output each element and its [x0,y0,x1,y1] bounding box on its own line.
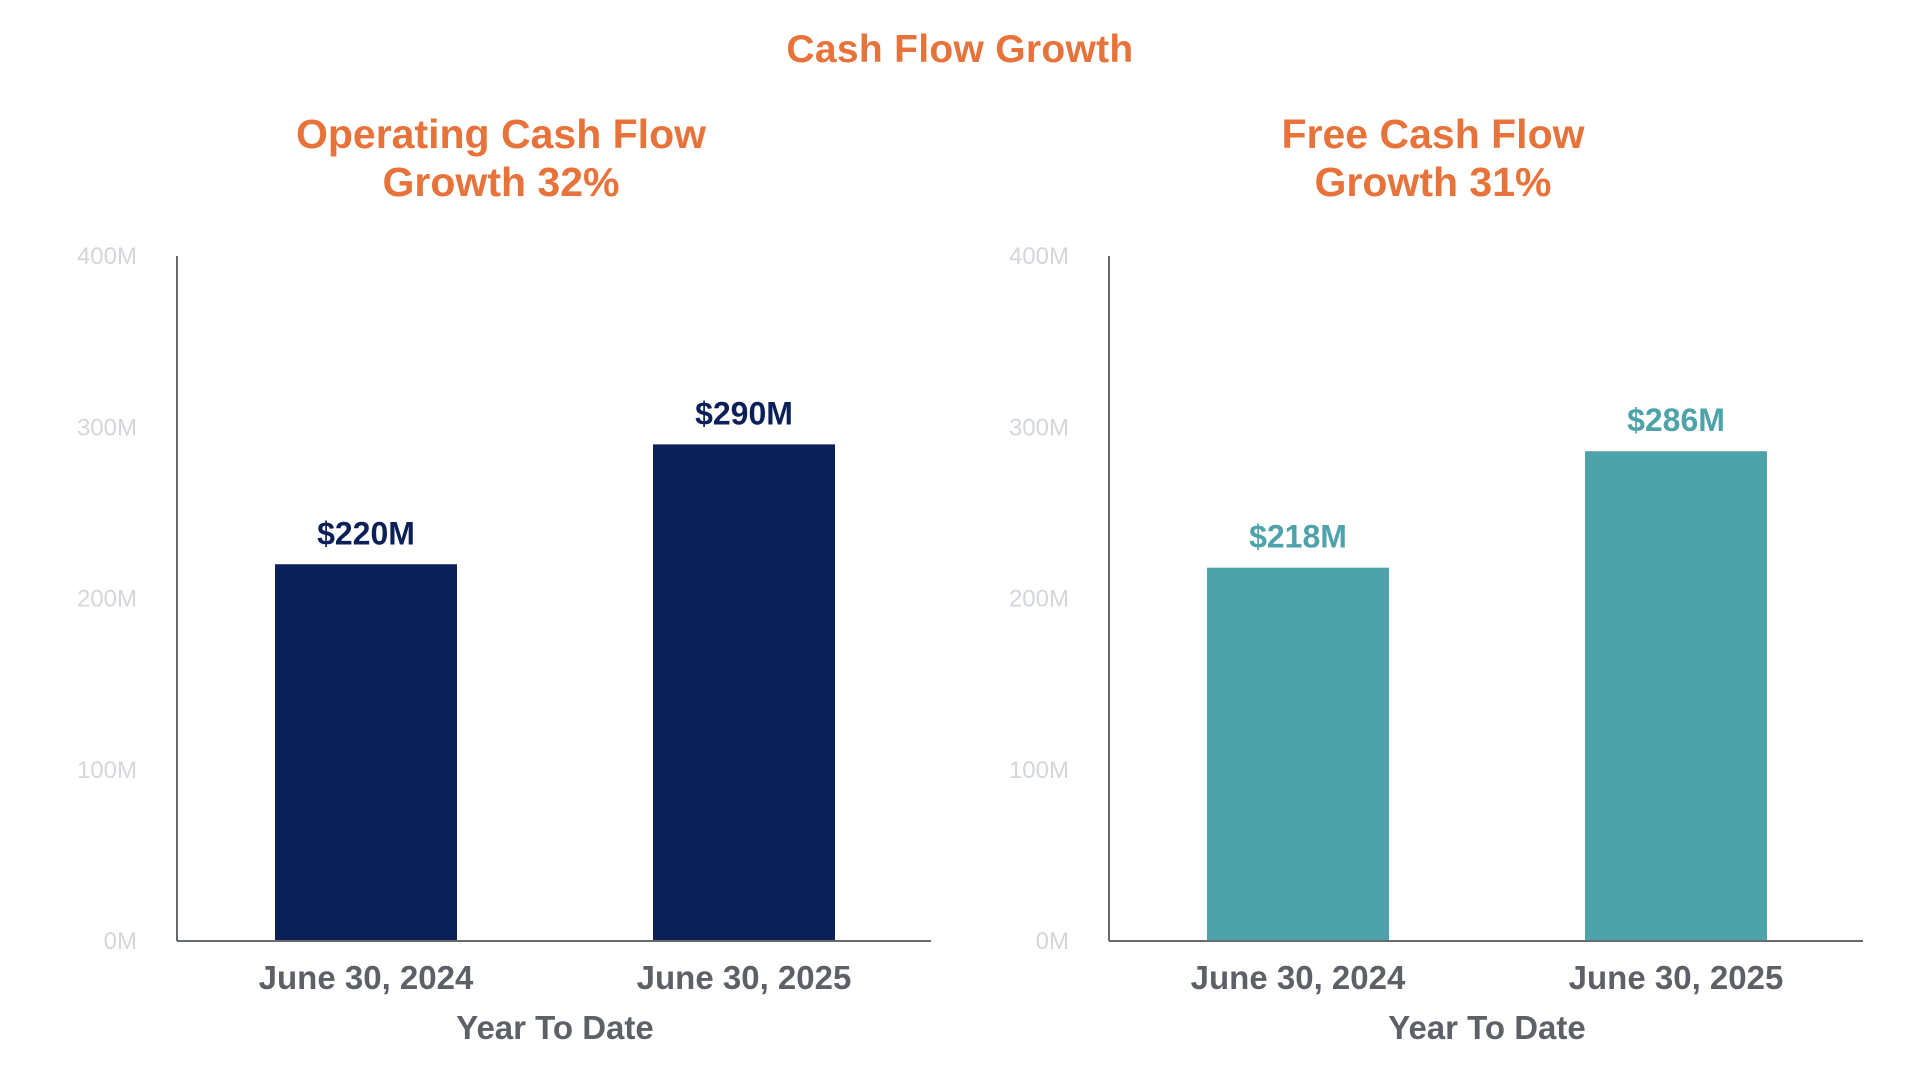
free-title-line-1: Free Cash Flow [1281,111,1585,157]
free-x-axis-title: Year To Date [1388,1009,1585,1046]
operating-ytick-label: 200M [77,586,137,613]
free-title-line-2: Growth 31% [1314,159,1552,205]
free-cash-flow-title: Free Cash Flow Growth 31% [1083,110,1783,206]
operating-ytick-label: 100M [77,757,137,784]
free-bar [1585,451,1767,941]
free-data-label: $218M [1249,519,1347,555]
operating-bar [653,444,835,941]
free-ytick-label: 200M [1009,586,1069,613]
operating-x-axis-title: Year To Date [456,1009,653,1046]
free-category-label: June 30, 2024 [1191,959,1406,996]
page-title: Cash Flow Growth [786,28,1134,71]
operating-data-label: $220M [317,515,415,551]
operating-title-line-1: Operating Cash Flow [295,111,707,157]
operating-title-line-2: Growth 32% [382,159,620,205]
free-ytick-label: 0M [1036,928,1069,955]
operating-bar [275,564,457,941]
operating-ytick-label: 400M [77,243,137,270]
operating-ytick-label: 0M [104,928,137,955]
operating-category-label: June 30, 2024 [259,959,474,996]
operating-data-label: $290M [695,395,793,431]
free-category-label: June 30, 2025 [1569,959,1784,996]
operating-ytick-label: 300M [77,414,137,441]
free-ytick-label: 400M [1009,243,1069,270]
free-bar [1207,567,1389,941]
free-ytick-label: 300M [1009,414,1069,441]
free-ytick-label: 100M [1009,757,1069,784]
free-data-label: $286M [1627,402,1725,438]
operating-category-label: June 30, 2025 [637,959,852,996]
operating-cash-flow-title: Operating Cash Flow Growth 32% [151,110,851,206]
